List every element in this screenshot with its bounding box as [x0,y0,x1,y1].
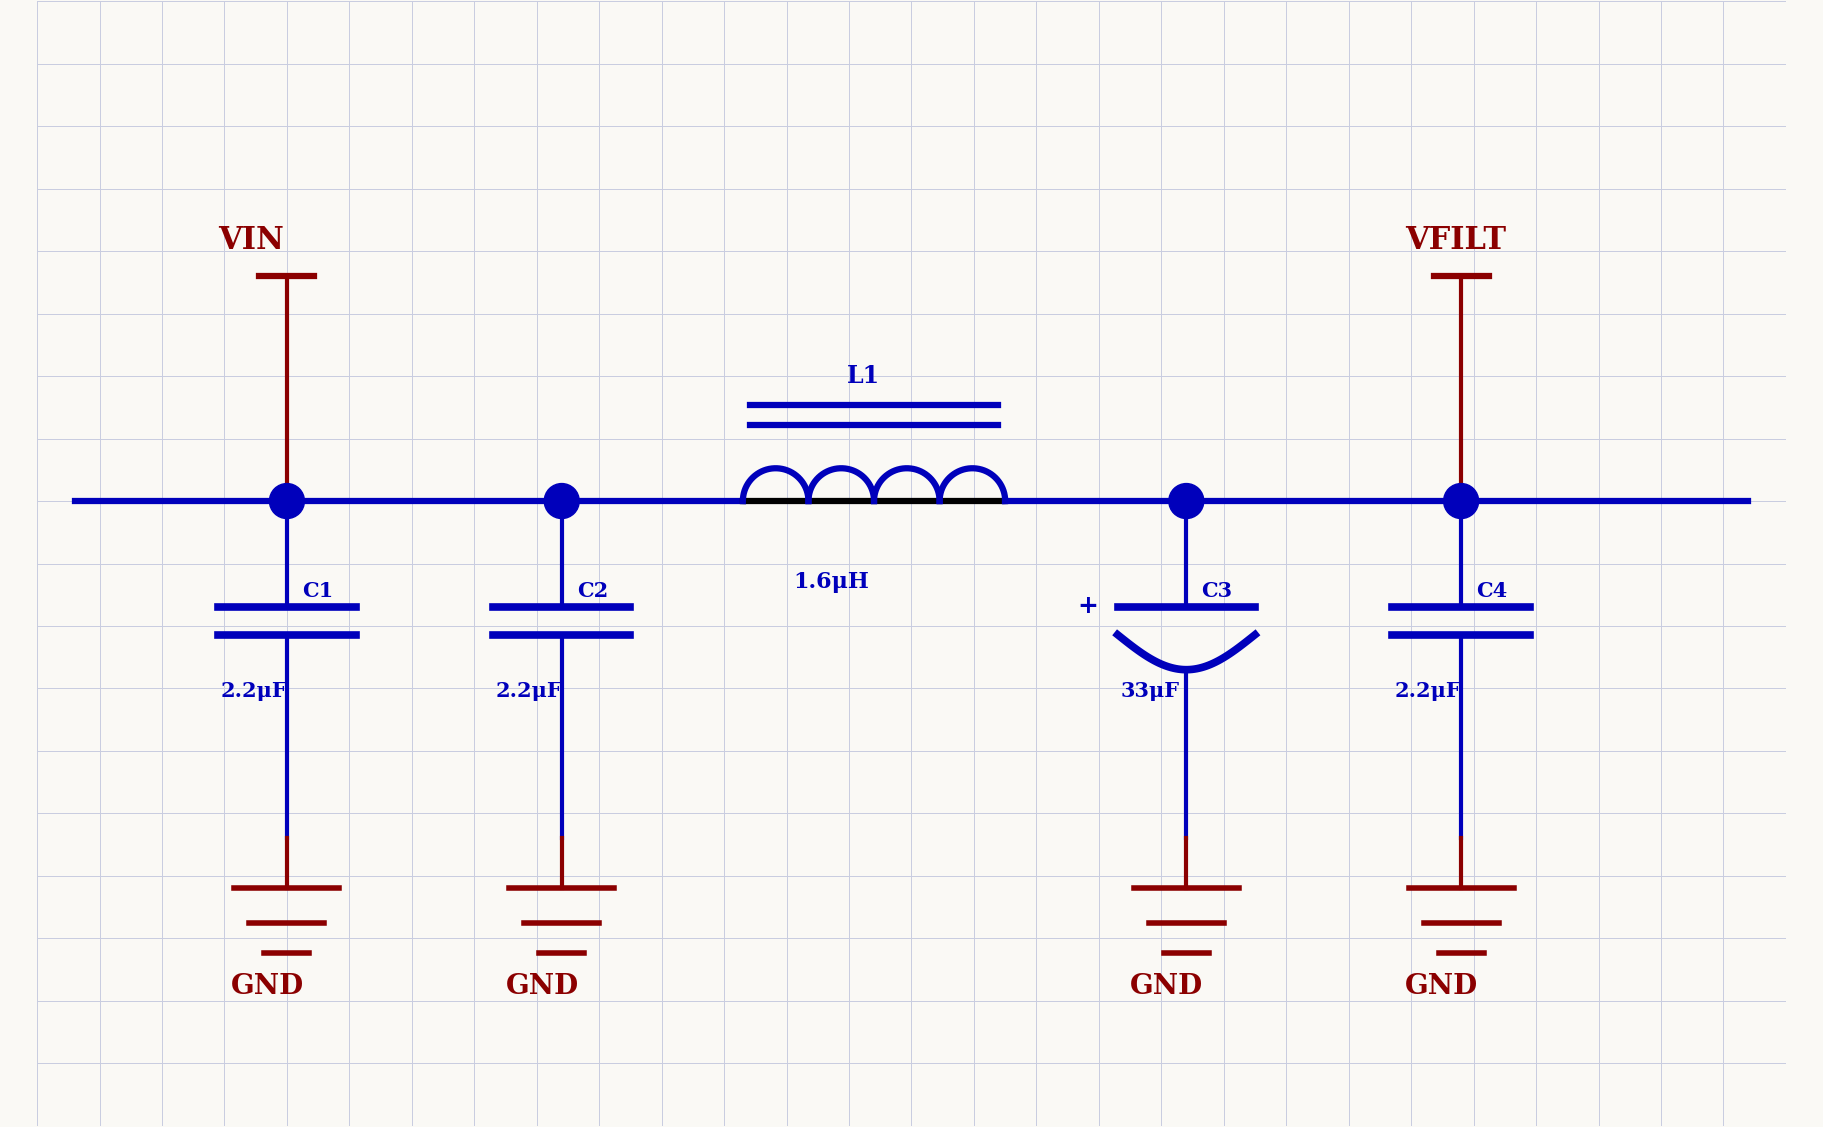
Text: C3: C3 [1201,582,1232,601]
Text: GND: GND [232,974,304,1001]
Text: 2.2μF: 2.2μF [1395,681,1462,701]
Text: VFILT: VFILT [1406,224,1506,256]
Text: C2: C2 [576,582,609,601]
Text: 2.2μF: 2.2μF [496,681,561,701]
Circle shape [270,483,304,518]
Text: +: + [1077,594,1099,619]
Circle shape [1169,483,1203,518]
Text: C4: C4 [1477,582,1508,601]
Text: GND: GND [1406,974,1478,1001]
Text: 1.6μH: 1.6μH [793,571,870,594]
Text: C1: C1 [303,582,334,601]
Circle shape [1444,483,1478,518]
Text: 33μF: 33μF [1119,681,1179,701]
Text: L1: L1 [846,364,881,388]
Circle shape [545,483,580,518]
Text: GND: GND [505,974,578,1001]
Text: VIN: VIN [219,224,284,256]
Text: GND: GND [1130,974,1203,1001]
Text: 2.2μF: 2.2μF [221,681,288,701]
